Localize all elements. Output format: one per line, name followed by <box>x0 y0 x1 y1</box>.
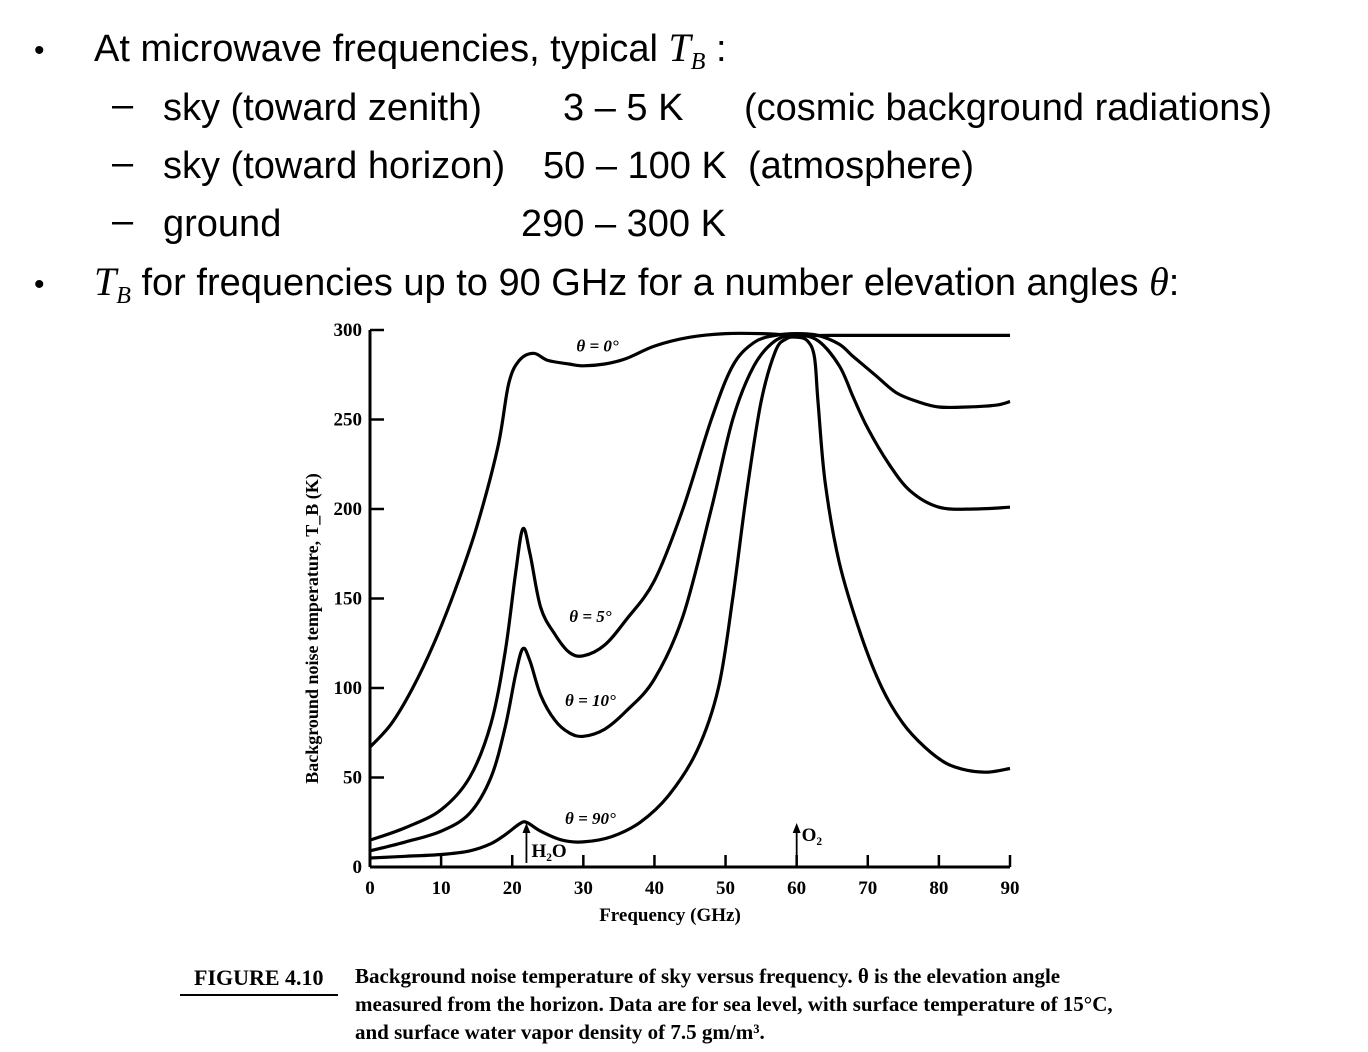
bullet-line-1: At microwave frequencies, typical TB : <box>94 25 727 76</box>
tb-symbol-2: TB <box>94 259 131 310</box>
sub-item-range-3: 290 – 300 K <box>521 203 726 245</box>
x-tick-label: 40 <box>645 878 664 899</box>
series-line-3 <box>369 335 1011 860</box>
y-tick-label: 150 <box>334 589 363 610</box>
x-tick-label: 70 <box>858 878 877 899</box>
dash-3: – <box>112 200 134 242</box>
series-label-0: θ = 0° <box>576 336 619 355</box>
sub-item-note-1: (cosmic background radiations) <box>744 87 1273 129</box>
figure-caption: Background noise temperature of sky vers… <box>355 964 1113 1044</box>
y-axis-label: Background noise temperature, T_B (K) <box>302 473 323 784</box>
sub-item-label-3: ground <box>163 203 282 245</box>
series-label-3: θ = 90° <box>565 809 616 828</box>
chart-labels: Frequency (GHz) Background noise temperat… <box>302 336 822 926</box>
annotation-arrowhead-0 <box>522 823 531 833</box>
bullet-dot-1: • <box>34 34 45 67</box>
dash-2: – <box>112 142 134 184</box>
x-tick-label: 0 <box>365 878 375 899</box>
sub-item-label-2: sky (toward horizon) <box>163 145 506 187</box>
series-label-1: θ = 5° <box>569 607 612 626</box>
x-axis-label: Frequency (GHz) <box>599 905 741 926</box>
bullet2-text: for frequencies up to 90 GHz for a numbe… <box>130 262 1139 304</box>
sub-item-note-2: (atmosphere) <box>748 145 974 187</box>
y-tick-label: 200 <box>334 499 363 520</box>
dash-1: – <box>112 84 134 126</box>
annotation-arrowhead-1 <box>792 823 801 833</box>
tb-symbol: TB <box>668 25 706 76</box>
figure-label: FIGURE 4.10 <box>194 965 324 990</box>
y-tick-label: 50 <box>343 768 362 789</box>
annotation-label-1: O₂ <box>802 825 823 846</box>
x-tick-label: 80 <box>929 878 948 899</box>
sub-item-range-1: 3 – 5 K <box>563 87 684 129</box>
chart-series <box>368 331 1011 860</box>
series-line-1 <box>369 332 1011 842</box>
series-line-0 <box>368 331 1010 749</box>
series-line-2 <box>369 333 1011 853</box>
figure-label-rule <box>180 994 338 996</box>
x-tick-label: 90 <box>1001 878 1020 899</box>
bullet1-text: At microwave frequencies, typical <box>94 28 658 70</box>
bullet-dot-2: • <box>34 268 45 301</box>
y-tick-label: 250 <box>334 410 363 431</box>
chart-axes: 0 50 100 150 200 250 300 0 10 20 30 40 50 60 70 80 90 <box>334 320 1020 899</box>
sub-item-range-2: 50 – 100 K <box>543 145 727 187</box>
x-tick-label: 10 <box>432 878 451 899</box>
theta-symbol: θ <box>1149 259 1169 304</box>
x-tick-label: 50 <box>716 878 735 899</box>
y-tick-label: 100 <box>334 678 363 699</box>
y-tick-label: 0 <box>353 857 363 878</box>
y-tick-label: 300 <box>334 320 363 341</box>
series-label-2: θ = 10° <box>565 691 616 710</box>
bullet-line-2: TB for frequencies up to 90 GHz for a nu… <box>94 259 1180 310</box>
annotation-label-0: H₂O <box>531 841 566 862</box>
x-tick-label: 20 <box>503 878 522 899</box>
x-tick-label: 60 <box>787 878 806 899</box>
x-tick-label: 30 <box>574 878 593 899</box>
sub-item-label-1: sky (toward zenith) <box>163 87 482 129</box>
